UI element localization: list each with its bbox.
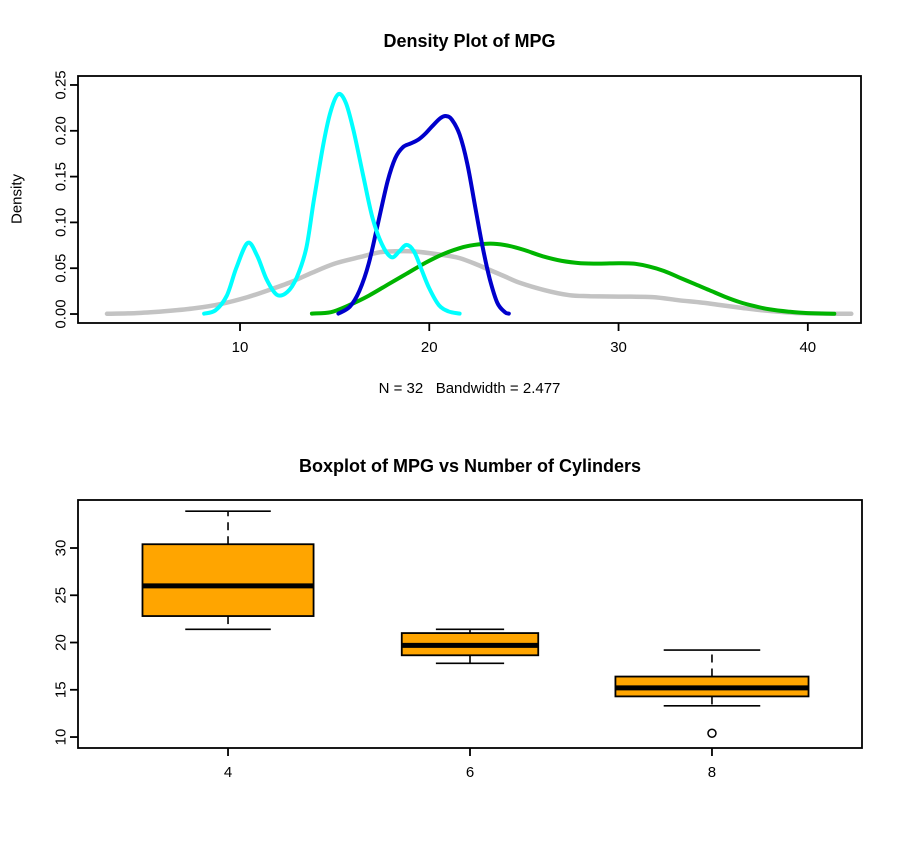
boxplot-y-tick-label: 10 [52,729,69,746]
boxplot-y-tick-label: 25 [52,587,69,604]
boxplot-y-tick-label: 15 [52,681,69,698]
density-curve-8-cylinder-density [202,91,462,316]
density-x-tick-label: 40 [799,339,816,356]
outlier-point [707,728,717,739]
density-y-tick-label: 0.10 [52,208,69,237]
density-x-tick-label: 30 [610,339,627,356]
boxplot-plot-border [77,499,863,749]
density-curve-6-cylinder-density [336,114,511,316]
boxplot-title: Boxplot of MPG vs Number of Cylinders [298,456,642,476]
density-y-tick-label: 0.00 [52,299,69,328]
density-y-axis-label: Density [8,173,26,225]
boxplot-x-tick-label: 8 [708,764,716,781]
density-plot-border [77,75,862,324]
boxplot-y-tick-label: 30 [52,540,69,557]
density-y-tick-label: 0.20 [52,116,69,145]
density-curve-overall-mpg-density [104,248,854,317]
density-y-tick-label: 0.15 [52,162,69,191]
density-panel: 10 20 30 40 0.00 0.05 0.10 0.15 0.20 0.25 [52,70,862,356]
density-y-tick-label: 0.05 [52,254,69,283]
density-x-tick-label: 20 [421,339,438,356]
iqr-box [141,543,315,617]
density-plot-title: Density Plot of MPG [383,31,556,51]
boxplot-panel: 4 6 8 10 15 20 25 30 [52,499,863,781]
density-curve-4-cylinder-density [309,241,837,316]
boxplot-x-tick-label: 6 [466,764,474,781]
density-y-tick-label: 0.25 [52,70,69,99]
boxplot-x-tick-label: 4 [224,764,232,781]
boxplot-group-6-cyl [400,628,540,665]
boxplot-group-8-cyl [614,649,810,739]
density-x-tick-label: 10 [232,339,249,356]
boxplot-y-tick-label: 20 [52,634,69,651]
density-x-axis-label: N = 32 Bandwidth = 2.477 [378,380,561,397]
boxplot-group-4-cyl [141,510,315,631]
